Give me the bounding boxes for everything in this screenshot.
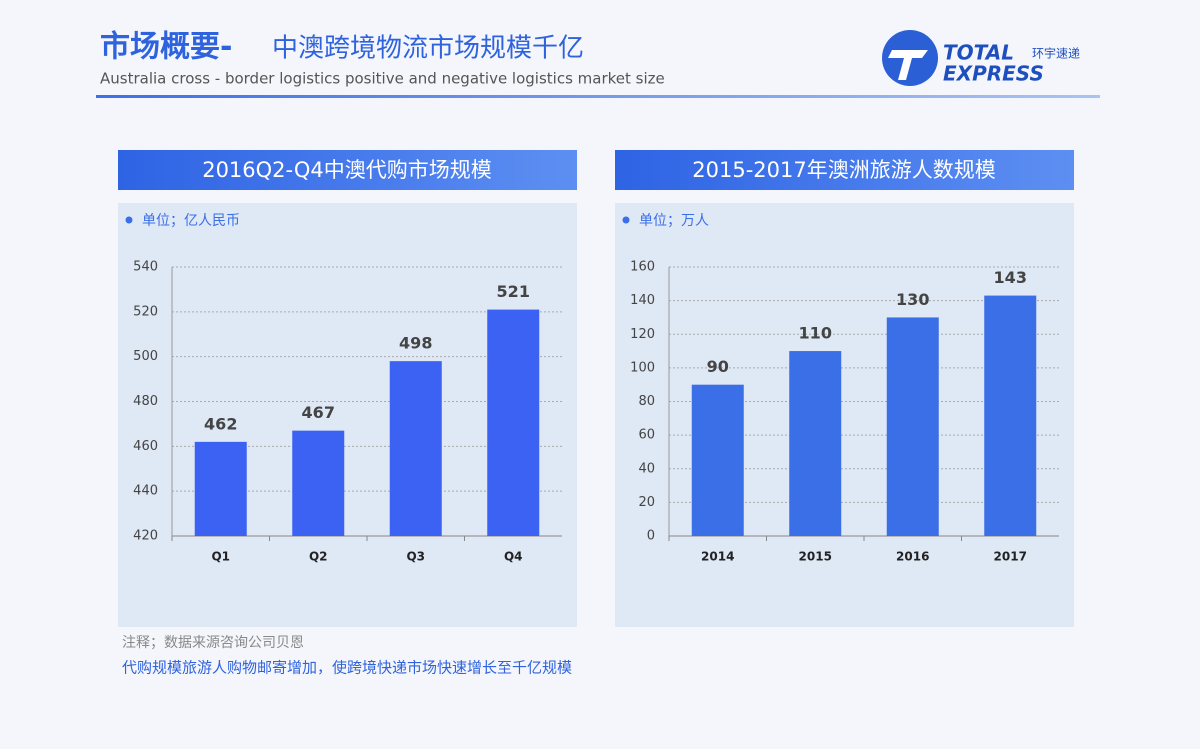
- unit-label: 单位；亿人民币: [142, 213, 240, 229]
- value-label: 143: [994, 268, 1027, 287]
- y-tick-label: 40: [638, 461, 655, 476]
- panel-title-bar: [118, 150, 577, 190]
- x-tick-label: Q4: [504, 550, 523, 564]
- y-tick-label: 120: [630, 327, 655, 342]
- x-tick-label: 2015: [799, 550, 832, 564]
- y-tick-label: 100: [630, 360, 655, 375]
- unit-label: 单位；万人: [639, 213, 709, 229]
- logo-mark: [888, 50, 928, 80]
- x-tick-label: Q3: [406, 550, 425, 564]
- value-label: 521: [497, 282, 530, 301]
- logo-text: TOTAL: [943, 41, 1014, 65]
- x-tick-label: 2017: [994, 550, 1027, 564]
- bar: [691, 384, 744, 536]
- y-tick-label: 520: [133, 304, 158, 319]
- y-tick-label: 500: [133, 349, 158, 364]
- panel-title: 2015-2017年澳洲旅游人数规模: [692, 158, 995, 182]
- y-tick-label: 160: [630, 260, 655, 275]
- title-main: 市场概要-: [100, 30, 232, 65]
- logo-text: EXPRESS: [943, 62, 1044, 86]
- y-tick-label: 60: [638, 428, 655, 443]
- value-label: 498: [399, 334, 432, 353]
- y-tick-label: 20: [638, 495, 655, 510]
- value-label: 467: [302, 403, 335, 422]
- x-tick-label: Q1: [211, 550, 230, 564]
- value-label: 110: [799, 324, 832, 343]
- x-tick-label: 2014: [701, 550, 734, 564]
- bar: [984, 295, 1037, 536]
- subtitle: Australia cross - border logistics posit…: [100, 70, 665, 88]
- logo-cn: 环宇速递: [1032, 47, 1080, 61]
- note-source: 注释；数据来源咨询公司贝恩: [122, 635, 304, 651]
- y-tick-label: 480: [133, 394, 158, 409]
- y-tick-label: 0: [647, 529, 655, 544]
- y-tick-label: 460: [133, 439, 158, 454]
- value-label: 130: [896, 290, 929, 309]
- bar: [389, 361, 442, 536]
- panel-title-bar: [615, 150, 1074, 190]
- x-tick-label: Q2: [309, 550, 328, 564]
- bar: [487, 309, 540, 536]
- bar: [292, 430, 345, 536]
- panel-title: 2016Q2-Q4中澳代购市场规模: [202, 158, 492, 182]
- value-label: 462: [204, 414, 237, 433]
- note-conclusion: 代购规模旅游人购物邮寄增加，使跨境快递市场快速增长至千亿规模: [122, 659, 572, 677]
- x-tick-label: 2016: [896, 550, 929, 564]
- y-tick-label: 420: [133, 529, 158, 544]
- y-tick-label: 540: [133, 260, 158, 275]
- bar: [789, 351, 842, 536]
- bar: [194, 441, 247, 536]
- y-tick-label: 440: [133, 484, 158, 499]
- value-label: 90: [707, 357, 729, 376]
- logo: TOTAL EXPRESS 环宇速递: [882, 30, 1080, 86]
- title-rest: 中澳跨境物流市场规模千亿: [272, 34, 584, 64]
- y-tick-label: 140: [630, 293, 655, 308]
- y-tick-label: 80: [638, 394, 655, 409]
- header-rule: [96, 95, 1100, 98]
- unit-dot: [622, 216, 630, 224]
- bar: [886, 317, 939, 536]
- unit-dot: [125, 216, 133, 224]
